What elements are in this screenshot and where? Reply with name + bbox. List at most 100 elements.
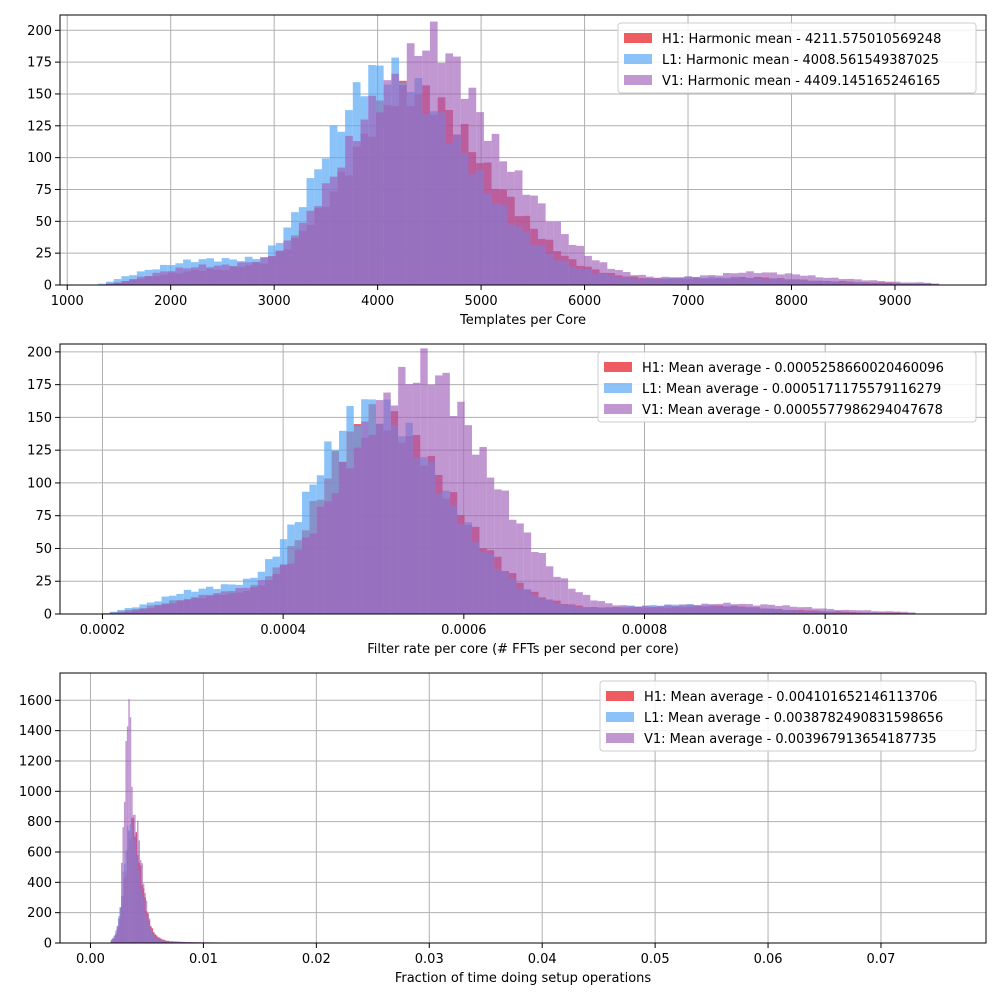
legend-box	[617, 22, 977, 94]
histogram-bar	[746, 271, 754, 285]
legend-entry: H1: Mean average - 0.004101652146113706	[644, 690, 938, 705]
histogram-bar	[823, 277, 831, 285]
histogram-bar	[854, 279, 862, 285]
histogram-bar	[198, 264, 207, 285]
x-tick-label: 0.0002	[80, 623, 126, 638]
histogram-bar	[560, 578, 569, 614]
histogram-bar	[900, 282, 909, 285]
x-tick-label: 5000	[465, 294, 498, 309]
histogram-bar	[792, 274, 801, 285]
histogram-bar	[316, 506, 325, 614]
histogram-bar	[405, 384, 413, 614]
legend-swatch	[604, 362, 632, 372]
histogram-bar	[715, 275, 724, 285]
histogram-bar	[115, 933, 117, 943]
y-tick-label: 150	[27, 411, 52, 426]
histogram-bar	[213, 265, 222, 285]
legend-swatch	[624, 33, 652, 43]
histogram-bar	[501, 490, 509, 614]
histogram-bar	[414, 55, 423, 285]
histogram-bar	[782, 605, 790, 614]
y-tick-label: 25	[35, 247, 52, 262]
histogram-bar	[653, 277, 662, 285]
histogram-bar	[486, 477, 495, 614]
legend: H1: Mean average - 0.004101652146113706 L…	[599, 680, 977, 752]
histogram-bar	[291, 237, 299, 285]
histogram-bar	[179, 941, 181, 943]
histogram-bar	[235, 588, 243, 614]
histogram-bar	[174, 941, 177, 943]
histogram-bar	[324, 501, 332, 614]
y-tick-label: 1600	[19, 694, 52, 709]
ticks: 1000 2000 3000 4000 5000 6000 7000 8000 9000 0 25 5…	[27, 24, 911, 309]
histogram-bar	[136, 276, 145, 285]
histogram-bar	[183, 599, 192, 614]
histogram-bar	[723, 602, 731, 614]
legend-entry: L1: Mean average - 0.0005171175579116279	[642, 382, 941, 397]
histogram-bar	[145, 900, 148, 943]
histogram-bar	[412, 382, 421, 614]
y-tick-label: 1000	[19, 785, 52, 800]
histogram-bar	[152, 272, 160, 285]
histogram-bar	[353, 447, 362, 614]
histogram-bar	[128, 699, 130, 943]
y-tick-label: 0	[44, 279, 52, 294]
histogram-bar	[141, 863, 143, 943]
histogram-bar	[331, 493, 339, 614]
histogram-bar	[523, 532, 532, 614]
histogram-bar	[530, 195, 538, 285]
histogram-bar	[283, 240, 292, 285]
histogram-bar	[499, 161, 508, 285]
bars	[102, 348, 916, 614]
histogram-bar	[869, 280, 878, 285]
histogram-bar	[154, 935, 157, 943]
histogram-bar	[98, 283, 106, 285]
histogram-bar	[900, 611, 909, 614]
histogram-bar	[110, 940, 113, 943]
histogram-bar	[125, 740, 127, 943]
histogram-bar	[479, 446, 487, 614]
x-tick-label: 0.05	[641, 952, 670, 967]
histogram-bar	[804, 607, 813, 614]
histogram-bar	[420, 348, 428, 614]
histogram-bar	[406, 43, 415, 285]
histogram-bar	[221, 264, 230, 285]
histogram-bar	[121, 276, 130, 285]
y-tick-label: 75	[35, 183, 52, 198]
histogram-bar	[132, 815, 135, 943]
histogram-bar	[148, 918, 151, 943]
histogram-bar	[139, 608, 147, 614]
x-axis-label: Filter rate per core (# FFTs per second …	[367, 642, 679, 657]
legend-swatch	[604, 404, 632, 414]
panel-templates-per-core: 1000 2000 3000 4000 5000 6000 7000 8000 9000 0 25 5…	[27, 14, 987, 328]
histogram-bar	[437, 63, 446, 286]
histogram-bar	[514, 170, 523, 285]
legend-entry: H1: Harmonic mean - 4211.575010569248	[662, 32, 941, 47]
histogram-bar	[314, 207, 322, 285]
histogram-bar	[878, 611, 886, 614]
histogram-bar	[164, 940, 167, 943]
histogram-bar	[884, 281, 893, 285]
histogram-bar	[634, 606, 643, 614]
histogram-bar	[220, 591, 229, 614]
histogram-bar	[429, 21, 438, 286]
y-tick-label: 150	[27, 87, 52, 102]
histogram-bar	[752, 605, 761, 614]
histogram-bar	[113, 279, 122, 285]
histogram-bar	[863, 610, 872, 614]
histogram-bar	[116, 926, 119, 943]
histogram-bar	[177, 941, 180, 943]
legend-entry: V1: Mean average - 0.0005577986294047678	[642, 403, 943, 418]
y-tick-label: 0	[44, 608, 52, 623]
histogram-bar	[457, 401, 465, 614]
panel-filter-rate: 0.0002 0.0004 0.0006 0.0008 0.0010 0 25 50 75 100…	[27, 343, 987, 657]
histogram-bar	[154, 605, 162, 614]
histogram-bar	[163, 940, 165, 943]
histogram-bar	[730, 273, 739, 285]
histogram-bar	[298, 222, 307, 285]
histogram-bar	[383, 392, 391, 614]
histogram-bar	[294, 549, 303, 614]
histogram-bar	[784, 273, 793, 285]
histogram-bar	[242, 587, 251, 614]
